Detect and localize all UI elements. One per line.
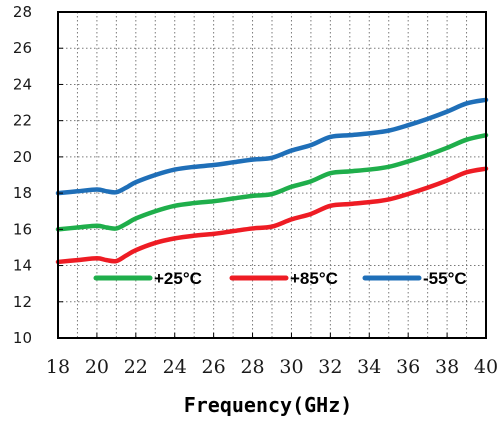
series-line-1 <box>55 166 489 265</box>
legend-label-0: +25°C <box>154 269 202 288</box>
x-tick-labels: 18 20 22 24 26 28 30 32 34 36 38 40 <box>46 333 498 378</box>
x-tick-label: 34 <box>357 356 381 378</box>
series-layer <box>55 97 489 265</box>
x-axis-label: Frequency(GHz) <box>184 393 353 417</box>
y-tick-label: 12 <box>13 293 32 311</box>
x-tick-label: 32 <box>318 356 342 378</box>
legend-label-1: +85°C <box>290 269 338 288</box>
y-tick-label: 24 <box>13 75 32 93</box>
x-tick-label: 24 <box>163 356 187 378</box>
y-tick-label: 20 <box>13 148 32 166</box>
x-tick-label: 28 <box>240 356 264 378</box>
x-tick-label: 22 <box>124 356 148 378</box>
y-tick-label: 14 <box>13 257 32 275</box>
legend: +25°C +85°C -55°C <box>93 269 467 288</box>
series-line-0 <box>55 132 489 232</box>
series-line-2 <box>55 97 489 196</box>
x-tick-label: 36 <box>396 356 420 378</box>
plot-background <box>58 12 486 338</box>
y-tick-label: 26 <box>13 39 32 57</box>
x-tick-label: 20 <box>85 356 109 378</box>
plot-frame <box>57 11 487 339</box>
y-tick-labels: 10 12 14 16 18 20 22 24 26 28 <box>13 3 63 347</box>
x-tick-label: 18 <box>46 356 70 378</box>
x-tick-label: 40 <box>474 356 498 378</box>
y-tick-label: 22 <box>13 112 32 130</box>
x-tick-label: 30 <box>279 356 303 378</box>
legend-label-2: -55°C <box>423 269 467 288</box>
x-tick-label: 26 <box>202 356 226 378</box>
y-tick-label: 10 <box>13 329 32 347</box>
y-tick-label: 16 <box>13 220 32 238</box>
y-tick-label: 28 <box>13 3 32 21</box>
y-tick-label: 18 <box>13 184 32 202</box>
x-tick-label: 38 <box>435 356 459 378</box>
